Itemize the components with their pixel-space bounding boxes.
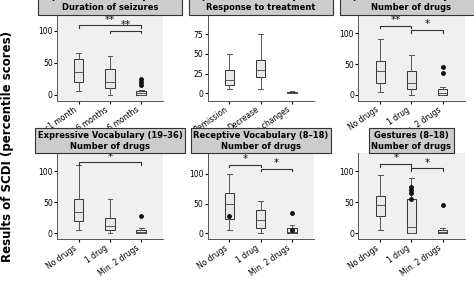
Title: Receptive Vocabulary (8–18)
Number of drugs: Receptive Vocabulary (8–18) Number of dr… <box>193 131 328 151</box>
Title: Expressive Vocabulary (19–36)
Number of drugs: Expressive Vocabulary (19–36) Number of … <box>37 131 182 151</box>
Title: Expressive Vocabulary (8–36)
Response to treatment: Expressive Vocabulary (8–36) Response to… <box>191 0 330 13</box>
PathPatch shape <box>375 196 385 216</box>
PathPatch shape <box>438 230 447 233</box>
Text: Results of SCDI (percentile scores): Results of SCDI (percentile scores) <box>0 30 14 262</box>
Text: *: * <box>425 158 429 168</box>
PathPatch shape <box>137 91 146 95</box>
PathPatch shape <box>137 230 146 233</box>
PathPatch shape <box>375 61 385 83</box>
Text: *: * <box>393 154 398 164</box>
Text: **: ** <box>391 15 401 25</box>
PathPatch shape <box>256 210 265 227</box>
Text: *: * <box>108 152 112 161</box>
Text: *: * <box>243 154 247 164</box>
PathPatch shape <box>74 60 83 82</box>
PathPatch shape <box>225 69 234 85</box>
PathPatch shape <box>256 60 265 77</box>
PathPatch shape <box>287 92 297 93</box>
Title: Expressive Vocabulary (8–36)
Duration of seizures: Expressive Vocabulary (8–36) Duration of… <box>40 0 179 13</box>
Title: Gestures (8–18)
Number of drugs: Gestures (8–18) Number of drugs <box>372 131 451 151</box>
PathPatch shape <box>407 199 416 233</box>
Text: *: * <box>425 20 429 29</box>
Text: **: ** <box>105 15 115 25</box>
PathPatch shape <box>438 89 447 95</box>
Text: **: ** <box>120 20 131 30</box>
PathPatch shape <box>407 72 416 89</box>
PathPatch shape <box>105 69 115 88</box>
Title: Expressive Vocabulary (8–36)
Number of drugs: Expressive Vocabulary (8–36) Number of d… <box>342 0 474 13</box>
PathPatch shape <box>74 199 83 221</box>
PathPatch shape <box>105 218 115 230</box>
PathPatch shape <box>287 227 297 234</box>
PathPatch shape <box>225 193 234 219</box>
Text: *: * <box>274 159 279 168</box>
